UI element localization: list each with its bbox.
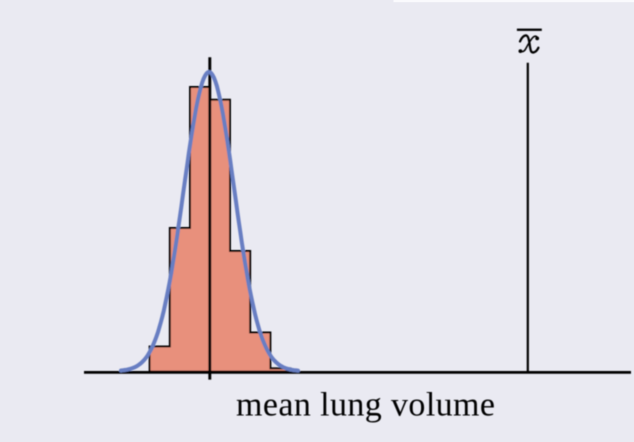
svg-text:mean lung volume: mean lung volume [236, 387, 495, 424]
